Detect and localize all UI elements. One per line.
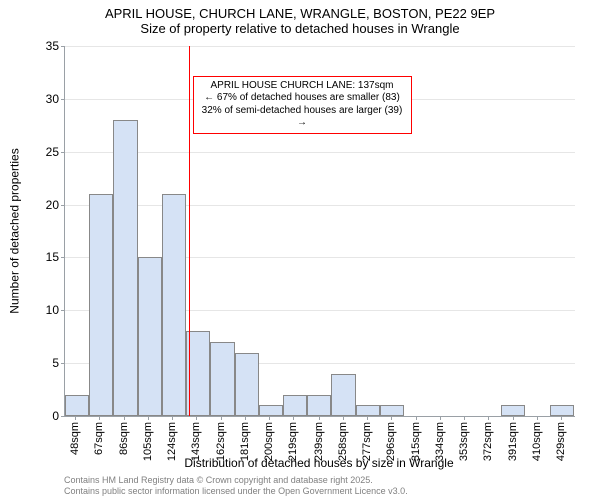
ytick-label: 5 <box>52 356 59 370</box>
ytick-label: 20 <box>46 198 59 212</box>
histogram-bar <box>331 374 355 416</box>
ytick-mark <box>61 99 65 100</box>
xtick-mark <box>293 416 294 420</box>
xtick-label: 105sqm <box>142 422 154 461</box>
ytick-label: 0 <box>52 409 59 423</box>
xtick-label: 143sqm <box>190 422 202 461</box>
ytick-mark <box>61 152 65 153</box>
ytick-mark <box>61 205 65 206</box>
xtick-mark <box>343 416 344 420</box>
xtick-mark <box>488 416 489 420</box>
chart-container: APRIL HOUSE, CHURCH LANE, WRANGLE, BOSTO… <box>0 0 600 500</box>
ytick-mark <box>61 416 65 417</box>
xtick-label: 124sqm <box>166 422 178 461</box>
y-axis-label: Number of detached properties <box>8 46 22 416</box>
xtick-label: 67sqm <box>93 422 105 455</box>
annotation-line-2: ← 67% of detached houses are smaller (83… <box>200 92 405 105</box>
xtick-label: 315sqm <box>410 422 422 461</box>
xtick-mark <box>245 416 246 420</box>
xtick-mark <box>269 416 270 420</box>
xtick-label: 410sqm <box>531 422 543 461</box>
histogram-bar <box>162 194 186 416</box>
histogram-bar <box>283 395 307 416</box>
xtick-label: 181sqm <box>239 422 251 461</box>
histogram-bar <box>186 331 210 416</box>
histogram-bar <box>235 353 259 416</box>
histogram-bar <box>380 405 404 416</box>
xtick-label: 429sqm <box>555 422 567 461</box>
annotation-line-1: APRIL HOUSE CHURCH LANE: 137sqm <box>200 80 405 93</box>
ytick-mark <box>61 363 65 364</box>
footer-line-2: Contains public sector information licen… <box>64 486 574 497</box>
xtick-mark <box>561 416 562 420</box>
xtick-mark <box>537 416 538 420</box>
plot-area: 0510152025303548sqm67sqm86sqm105sqm124sq… <box>64 46 575 417</box>
histogram-bar <box>356 405 380 416</box>
reference-line <box>189 46 190 416</box>
xtick-label: 200sqm <box>263 422 275 461</box>
histogram-bar <box>138 257 162 416</box>
annotation-box: APRIL HOUSE CHURCH LANE: 137sqm← 67% of … <box>193 76 412 134</box>
xtick-label: 391sqm <box>507 422 519 461</box>
xtick-label: 239sqm <box>313 422 325 461</box>
histogram-bar <box>550 405 574 416</box>
footer-attribution: Contains HM Land Registry data © Crown c… <box>64 475 574 498</box>
ytick-mark <box>61 310 65 311</box>
title-line-2: Size of property relative to detached ho… <box>0 21 600 36</box>
gridline <box>65 46 575 47</box>
histogram-bar <box>501 405 525 416</box>
histogram-bar <box>113 120 137 416</box>
y-axis-label-text: Number of detached properties <box>8 148 22 313</box>
title-line-1: APRIL HOUSE, CHURCH LANE, WRANGLE, BOSTO… <box>0 6 600 21</box>
xtick-label: 219sqm <box>287 422 299 461</box>
xtick-mark <box>464 416 465 420</box>
xtick-label: 296sqm <box>385 422 397 461</box>
xtick-mark <box>75 416 76 420</box>
ytick-mark <box>61 46 65 47</box>
ytick-label: 30 <box>46 92 59 106</box>
xtick-mark <box>221 416 222 420</box>
histogram-bar <box>307 395 331 416</box>
xtick-label: 86sqm <box>118 422 130 455</box>
xtick-label: 162sqm <box>215 422 227 461</box>
ytick-label: 15 <box>46 250 59 264</box>
title-block: APRIL HOUSE, CHURCH LANE, WRANGLE, BOSTO… <box>0 6 600 36</box>
xtick-mark <box>196 416 197 420</box>
xtick-label: 353sqm <box>458 422 470 461</box>
footer-line-1: Contains HM Land Registry data © Crown c… <box>64 475 574 486</box>
xtick-mark <box>367 416 368 420</box>
ytick-label: 25 <box>46 145 59 159</box>
xtick-mark <box>99 416 100 420</box>
histogram-bar <box>259 405 283 416</box>
xtick-label: 48sqm <box>69 422 81 455</box>
histogram-bar <box>210 342 234 416</box>
ytick-label: 10 <box>46 303 59 317</box>
annotation-line-3: 32% of semi-detached houses are larger (… <box>200 105 405 130</box>
xtick-mark <box>319 416 320 420</box>
ytick-label: 35 <box>46 39 59 53</box>
ytick-mark <box>61 257 65 258</box>
xtick-mark <box>440 416 441 420</box>
xtick-mark <box>391 416 392 420</box>
histogram-bar <box>65 395 89 416</box>
xtick-mark <box>172 416 173 420</box>
gridline <box>65 205 575 206</box>
xtick-mark <box>513 416 514 420</box>
xtick-label: 258sqm <box>337 422 349 461</box>
xtick-mark <box>416 416 417 420</box>
gridline <box>65 152 575 153</box>
xtick-mark <box>124 416 125 420</box>
xtick-mark <box>148 416 149 420</box>
histogram-bar <box>89 194 113 416</box>
xtick-label: 334sqm <box>434 422 446 461</box>
xtick-label: 372sqm <box>482 422 494 461</box>
xtick-label: 277sqm <box>361 422 373 461</box>
